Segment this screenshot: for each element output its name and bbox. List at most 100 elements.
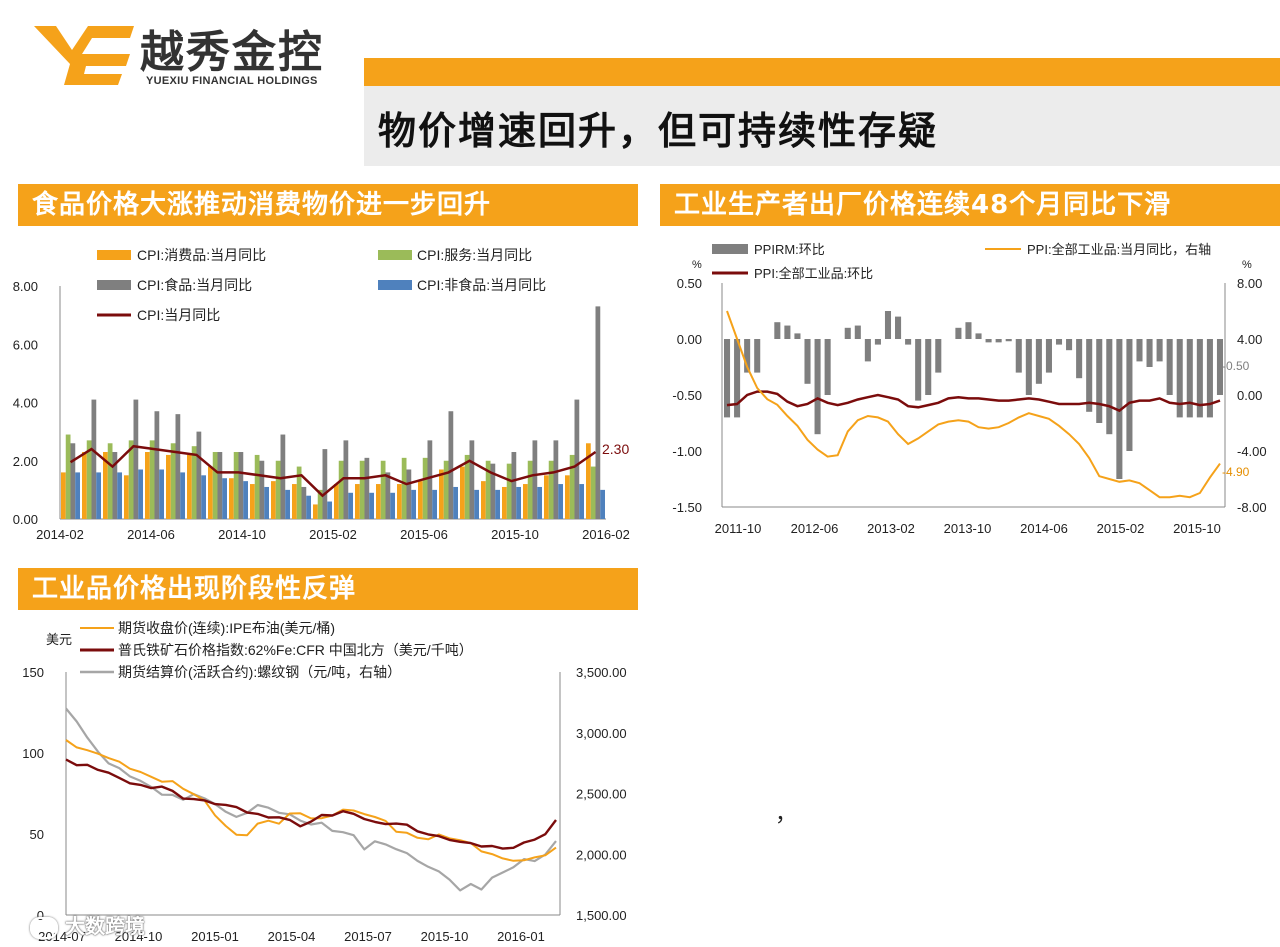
cpi-bar-food — [574, 399, 580, 519]
cpi-bar-food — [469, 440, 475, 519]
ppirm-bar — [1015, 339, 1022, 373]
ppi-yoy-line — [726, 310, 1221, 499]
ppirm-bar — [1166, 339, 1173, 395]
ppirm-bar — [1136, 339, 1143, 362]
ppi-x-tick-label: 2013-10 — [944, 521, 992, 536]
ppirm-bar — [744, 339, 751, 373]
cpi-x-tick-label: 2014-02 — [36, 527, 84, 542]
ppirm-bar — [1106, 339, 1113, 435]
commodity-right-tick-label: 2,000.00 — [576, 847, 627, 862]
ppi-right-tick-label: -8.00 — [1237, 500, 1267, 515]
legend-label-non-food: CPI:非食品:当月同比 — [417, 277, 546, 293]
commodity-x-tick-label: 2015-01 — [191, 929, 239, 944]
cpi-bar-non-food — [411, 489, 416, 519]
ppirm-bar — [864, 339, 871, 362]
cpi-bar-services — [233, 452, 239, 519]
ppi-annotation-ppi-yoy-latest: -4.90 — [1222, 465, 1250, 479]
ppirm-bar — [965, 322, 972, 339]
ppi-left-tick-label: -0.50 — [672, 388, 702, 403]
cpi-x-tick-label: 2014-10 — [218, 527, 266, 542]
ppirm-bar — [754, 339, 761, 373]
cpi-bar-services — [443, 460, 449, 519]
ppirm-bar — [724, 339, 731, 418]
cpi-bar-non-food — [558, 484, 563, 519]
cpi-x-tick-label: 2014-06 — [127, 527, 175, 542]
cpi-y-tick-label: 4.00 — [13, 396, 38, 411]
commodity-right-tick-label: 2,500.00 — [576, 787, 627, 802]
commodity-left-unit: 美元 — [46, 632, 72, 647]
cpi-bar-consumer-goods — [565, 475, 570, 519]
ppi-left-tick-label: 0.50 — [677, 276, 702, 291]
ppi-left-tick-label: -1.00 — [672, 444, 702, 459]
cpi-bar-non-food — [285, 489, 290, 519]
ppirm-bar — [1005, 339, 1012, 342]
cpi-bar-consumer-goods — [439, 469, 444, 519]
cpi-bar-services — [401, 457, 407, 519]
ppirm-bar — [1216, 339, 1223, 395]
legend-label-ppi-yoy: PPI:全部工业品:当月同比，右轴 — [1027, 242, 1211, 257]
cpi-bar-consumer-goods — [586, 443, 591, 519]
cpi-y-tick-label: 6.00 — [13, 337, 38, 352]
page-title: 物价增速回升，但可持续性存疑 — [378, 109, 939, 153]
ppirm-bar — [1176, 339, 1183, 418]
ppi-x-tick-label: 2012-06 — [791, 521, 839, 536]
logo-english-name: YUEXIU FINANCIAL HOLDINGS — [146, 75, 318, 87]
cpi-bar-food — [133, 399, 139, 519]
cpi-y-tick-label: 2.00 — [13, 454, 38, 469]
ppirm-bar — [784, 325, 791, 339]
cpi-bar-non-food — [138, 469, 143, 519]
cpi-bar-services — [317, 489, 323, 519]
section-header-cpi: 食品价格大涨推动消费物价进一步回升 — [18, 184, 638, 226]
ppirm-bar — [1025, 339, 1032, 395]
cpi-x-tick-label: 2015-02 — [309, 527, 357, 542]
iron-ore-line — [65, 758, 557, 850]
cpi-bar-consumer-goods — [187, 454, 192, 519]
ppirm-bar — [844, 327, 851, 339]
cpi-bar-non-food — [117, 472, 122, 519]
cpi-bar-food — [490, 463, 496, 519]
cpi-bar-services — [569, 454, 575, 519]
cpi-x-tick-label: 2015-06 — [400, 527, 448, 542]
ppirm-bar — [1126, 339, 1133, 451]
cpi-bar-services — [296, 466, 302, 519]
cpi-x-tick-label: 2016-02 — [582, 527, 630, 542]
cpi-bar-services — [86, 440, 92, 519]
ppi-x-tick-label: 2015-02 — [1097, 521, 1145, 536]
ppi-left-tick-label: 0.00 — [677, 332, 702, 347]
ppirm-bar — [794, 333, 801, 339]
legend-label-ppi-mom: PPI:全部工业品:环比 — [754, 266, 873, 281]
cpi-bar-consumer-goods — [334, 484, 339, 519]
cpi-line — [69, 444, 597, 498]
cpi-bar-non-food — [222, 478, 227, 519]
legend-label-food: CPI:食品:当月同比 — [137, 277, 252, 293]
ppirm-bar — [1055, 339, 1063, 345]
cpi-bar-food — [511, 452, 517, 519]
cpi-bar-services — [65, 434, 71, 519]
legend-label-ppirm: PPIRM:环比 — [754, 242, 825, 257]
ppi-x-tick-label: 2011-10 — [715, 521, 762, 536]
legend-label-consumer-goods: CPI:消费品:当月同比 — [137, 247, 266, 263]
ppi-mom-line — [726, 390, 1221, 413]
ppirm-bar — [1156, 339, 1163, 362]
ppirm-bar — [854, 325, 861, 339]
brent-line — [65, 739, 557, 862]
ppirm-bar — [1045, 339, 1052, 373]
commodity-x-tick-label: 2015-04 — [268, 929, 316, 944]
cpi-bar-services — [170, 443, 176, 519]
ppirm-bar — [774, 322, 781, 339]
cpi-bar-services — [359, 460, 365, 519]
ppirm-bar — [1206, 339, 1213, 418]
commodity-right-tick-label: 3,000.00 — [576, 726, 627, 741]
cpi-bar-non-food — [327, 501, 332, 519]
commodity-x-tick-label: 2015-10 — [421, 929, 469, 944]
cpi-bar-food — [364, 457, 370, 519]
cpi-bar-food — [553, 440, 559, 519]
legend-label-services: CPI:服务:当月同比 — [417, 247, 532, 263]
cpi-bar-services — [149, 440, 155, 519]
legend-swatch-services — [378, 250, 412, 260]
cpi-bar-non-food — [201, 475, 206, 519]
ppirm-bar — [935, 339, 942, 373]
ppirm-bar — [1035, 339, 1042, 384]
ppirm-bar — [884, 311, 892, 339]
cpi-bar-services — [128, 440, 134, 519]
